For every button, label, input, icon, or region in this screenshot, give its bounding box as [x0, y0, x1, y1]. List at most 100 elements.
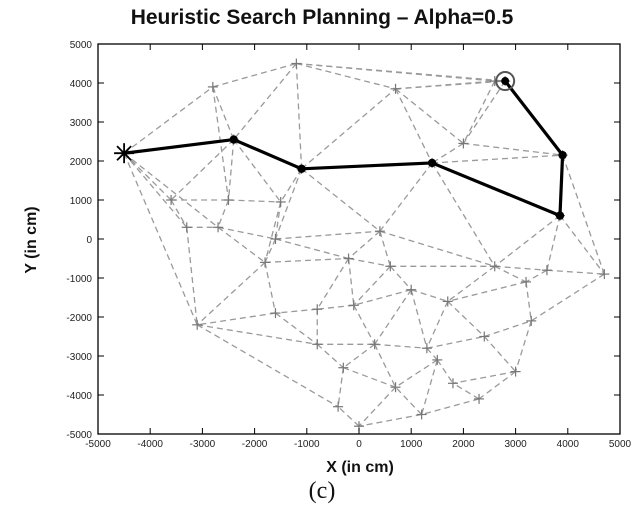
roadmap-edge [296, 62, 396, 90]
x-tick-label: -3000 [190, 439, 216, 450]
roadmap-edge [197, 324, 318, 345]
y-tick-label: 2000 [70, 157, 93, 168]
roadmap-node [416, 409, 427, 420]
roadmap-edge [275, 312, 318, 345]
roadmap-edge [317, 304, 354, 310]
roadmap-edge [233, 139, 282, 203]
roadmap-edge [212, 62, 297, 88]
roadmap-node [270, 308, 281, 319]
roadmap-edge [389, 265, 412, 291]
roadmap-node [223, 195, 234, 205]
roadmap-edge [316, 258, 350, 310]
roadmap-node [312, 304, 323, 315]
roadmap-edge [197, 312, 276, 326]
roadmap-edge [337, 367, 344, 407]
roadmap-node [406, 284, 417, 295]
x-tick-label: 0 [356, 439, 362, 450]
roadmap-node [489, 261, 500, 272]
roadmap-edge [348, 230, 381, 259]
roadmap-edge [478, 371, 516, 400]
roadmap-edge [530, 273, 605, 322]
roadmap-edge [296, 62, 506, 82]
roadmap-node [275, 196, 286, 207]
path-line [123, 80, 565, 218]
roadmap-node [166, 195, 177, 205]
roadmap-edge [348, 257, 391, 267]
roadmap-node [213, 222, 224, 233]
roadmap-edge [227, 139, 235, 201]
roadmap-edge [514, 320, 532, 372]
roadmap-edge [186, 227, 198, 325]
roadmap-node [291, 58, 302, 69]
roadmap-edge [123, 86, 214, 154]
roadmap-edge [374, 289, 412, 345]
y-tick-label: -4000 [66, 391, 92, 402]
y-tick-label: 3000 [70, 118, 93, 129]
roadmap-node [333, 401, 344, 412]
roadmap-node [312, 339, 323, 350]
roadmap-node [260, 257, 271, 268]
roadmap-edge [379, 231, 391, 267]
roadmap-edge [379, 162, 433, 232]
roadmap-node [432, 354, 443, 365]
roadmap-edge [212, 86, 235, 140]
roadmap-node [181, 222, 192, 233]
roadmap-node [369, 339, 380, 350]
path-waypoint [558, 150, 567, 160]
roadmap-edge [447, 281, 527, 303]
roadmap-node [390, 382, 401, 393]
roadmap-edge [264, 201, 282, 263]
roadmap-edge [561, 154, 605, 275]
roadmap-edge [264, 262, 277, 314]
x-tick-label: -4000 [137, 439, 163, 450]
figure-caption: (c) [308, 478, 336, 504]
roadmap-edge [196, 324, 339, 408]
path-waypoint [427, 158, 437, 168]
roadmap-node [599, 269, 610, 280]
roadmap-edge [343, 367, 396, 388]
roadmap-edge [494, 265, 527, 283]
roadmap-edge [447, 300, 485, 337]
y-tick-label: 5000 [70, 40, 93, 51]
roadmap-edge [426, 347, 438, 361]
path-waypoint [229, 135, 238, 144]
roadmap-edge [426, 301, 449, 349]
roadmap-edge [196, 261, 266, 326]
y-tick-label: 4000 [70, 79, 93, 90]
roadmap-edge [559, 215, 605, 275]
roadmap-node [541, 265, 552, 276]
roadmap-edge [432, 154, 563, 164]
roadmap-edge [494, 265, 547, 271]
roadmap-edge [296, 62, 495, 82]
roadmap-edge [353, 304, 376, 345]
roadmap-edge [447, 265, 496, 302]
roadmap-node [526, 315, 537, 326]
roadmap-edge [525, 281, 532, 321]
roadmap-edge [212, 86, 230, 201]
roadmap-node [521, 276, 532, 287]
roadmap-edge [123, 152, 172, 201]
roadmap-edge [301, 88, 396, 170]
y-tick-label: -5000 [66, 430, 92, 441]
roadmap-edge [228, 199, 281, 203]
goal-point [501, 77, 510, 86]
roadmap-node [489, 76, 500, 87]
roadmap-edge [337, 406, 360, 427]
roadmap-edge [170, 199, 188, 228]
roadmap-edge [379, 230, 495, 267]
x-tick-label: -1000 [294, 439, 320, 450]
roadmap-edge [275, 308, 318, 314]
roadmap-edge [410, 289, 428, 349]
roadmap-node [479, 331, 490, 342]
roadmap-edge [484, 320, 532, 338]
roadmap-edge [395, 386, 423, 415]
goal-marker [495, 71, 516, 92]
roadmap-edge [123, 152, 188, 228]
x-axis-label: X (in cm) [326, 459, 394, 476]
y-tick-label: -3000 [66, 352, 92, 363]
roadmap-edge [462, 80, 496, 144]
roadmap-edge [342, 343, 376, 369]
y-tick-label: 1000 [70, 196, 93, 207]
roadmap-edge [217, 199, 230, 228]
